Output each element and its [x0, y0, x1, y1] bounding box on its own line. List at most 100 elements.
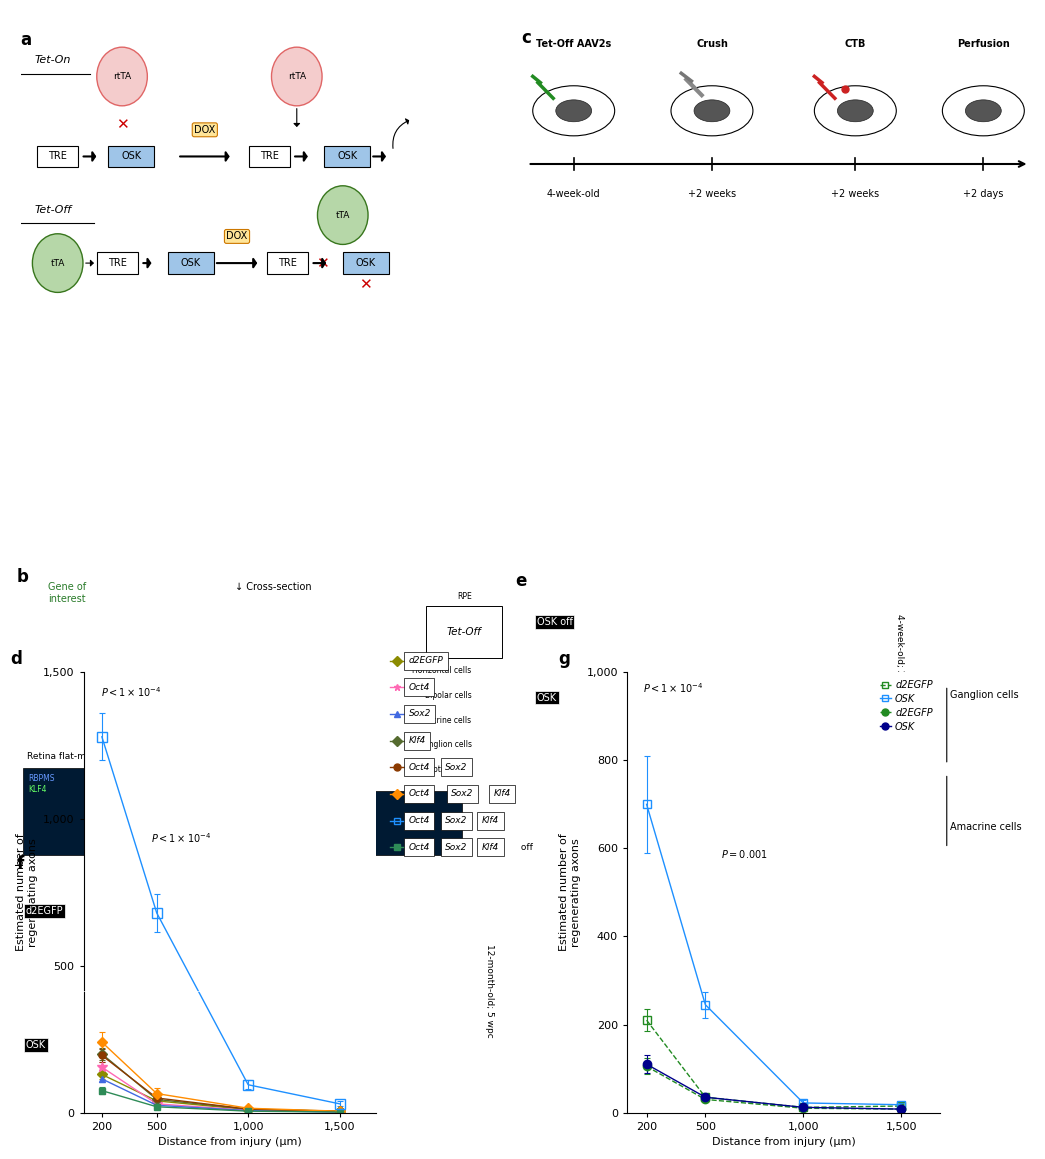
FancyBboxPatch shape [37, 146, 78, 167]
X-axis label: Distance from injury (μm): Distance from injury (μm) [158, 1137, 302, 1147]
Text: ↓ Cross-section: ↓ Cross-section [235, 582, 312, 592]
Text: Ganglion cells: Ganglion cells [418, 741, 471, 749]
Text: +: + [445, 789, 452, 799]
Y-axis label: Estimated number of
regenerating axons: Estimated number of regenerating axons [559, 833, 581, 952]
Circle shape [814, 86, 897, 136]
Text: +2 days: +2 days [963, 189, 1003, 199]
Text: OSK: OSK [355, 258, 376, 268]
Y-axis label: Estimated number of
regenerating axons: Estimated number of regenerating axons [16, 833, 38, 952]
Text: TRE: TRE [278, 258, 297, 268]
Text: d2EGFP: d2EGFP [409, 656, 443, 665]
Text: Amacrine cells: Amacrine cells [950, 822, 1022, 832]
Circle shape [556, 100, 591, 122]
Circle shape [32, 234, 83, 292]
Text: g: g [558, 650, 570, 669]
Text: f: f [17, 854, 24, 873]
Text: Tet-On: Tet-On [34, 56, 71, 66]
FancyBboxPatch shape [97, 253, 138, 274]
Text: Bipolar cells: Bipolar cells [424, 691, 471, 700]
Text: TRE: TRE [48, 152, 67, 161]
Text: Perfusion: Perfusion [957, 39, 1009, 49]
Text: Oct4: Oct4 [409, 843, 429, 852]
Text: 4-week-old: 4-week-old [547, 189, 601, 199]
Text: KLF4: KLF4 [28, 786, 46, 794]
FancyBboxPatch shape [324, 146, 370, 167]
Text: d: d [10, 650, 22, 669]
Text: RBPMS: RBPMS [28, 774, 54, 782]
Text: Sox2: Sox2 [451, 789, 473, 799]
Text: ✕: ✕ [116, 117, 129, 132]
Text: Klf4: Klf4 [493, 789, 511, 799]
Text: rtTA: rtTA [287, 72, 306, 81]
Text: RPE: RPE [457, 592, 471, 602]
FancyBboxPatch shape [168, 253, 214, 274]
Circle shape [97, 48, 147, 105]
Text: Rods: Rods [452, 617, 471, 626]
Text: e: e [515, 571, 527, 590]
Text: RBPMS: RBPMS [198, 800, 225, 809]
Text: 4-week-old; 2 wpc: 4-week-old; 2 wpc [896, 613, 904, 697]
Text: $P = 0.001$: $P = 0.001$ [721, 848, 768, 860]
Text: Tet-Off AAV2s: Tet-Off AAV2s [536, 39, 611, 49]
FancyBboxPatch shape [343, 253, 389, 274]
Text: c: c [521, 29, 531, 48]
Text: $P < 1 \times 10^{-4}$: $P < 1 \times 10^{-4}$ [101, 685, 161, 699]
Text: Sox2: Sox2 [445, 763, 467, 772]
Text: Amacrine cells: Amacrine cells [415, 715, 471, 724]
Text: Klf4: Klf4 [409, 736, 426, 745]
Text: Sox2: Sox2 [445, 843, 467, 852]
FancyBboxPatch shape [249, 146, 289, 167]
Text: Oct4: Oct4 [409, 789, 429, 799]
Text: OSK: OSK [338, 152, 357, 161]
Text: Sox2: Sox2 [409, 709, 431, 719]
Text: $P < 1 \times 10^{-4}$: $P < 1 \times 10^{-4}$ [643, 681, 703, 695]
Text: +2 weeks: +2 weeks [831, 189, 880, 199]
Text: Oct4: Oct4 [409, 683, 429, 692]
FancyBboxPatch shape [23, 767, 184, 855]
Circle shape [272, 48, 322, 105]
Text: Ganglion cells: Ganglion cells [950, 690, 1019, 700]
Text: Tet-Off: Tet-Off [446, 627, 482, 637]
FancyBboxPatch shape [266, 253, 308, 274]
Circle shape [671, 86, 752, 136]
Text: DOX: DOX [227, 232, 248, 241]
Text: d2EGFP: d2EGFP [25, 906, 63, 916]
Text: +: + [488, 789, 495, 799]
Circle shape [837, 100, 874, 122]
Text: Klf4: Klf4 [482, 816, 500, 825]
Text: b: b [17, 568, 28, 586]
Text: Retina flat-mount: Retina flat-mount [27, 752, 107, 760]
Text: Sox2: Sox2 [445, 816, 467, 825]
Circle shape [966, 100, 1001, 122]
Text: Cones: Cones [448, 642, 471, 650]
Text: Optic nerve: Optic nerve [427, 765, 471, 774]
Text: Oct4: Oct4 [409, 816, 429, 825]
Text: OSK: OSK [181, 258, 201, 268]
Legend: d2EGFP, OSK, d2EGFP, OSK: d2EGFP, OSK, d2EGFP, OSK [877, 677, 935, 735]
FancyBboxPatch shape [109, 146, 155, 167]
FancyBboxPatch shape [191, 790, 462, 855]
Text: ✕: ✕ [359, 277, 372, 292]
Text: KLF4: KLF4 [198, 811, 216, 821]
Circle shape [694, 100, 729, 122]
Text: Crush: Crush [696, 39, 728, 49]
Text: 12-month-old; 5 wpc: 12-month-old; 5 wpc [485, 945, 494, 1037]
Text: ✕: ✕ [316, 256, 328, 270]
Text: OSK: OSK [25, 1040, 46, 1050]
Text: OSK: OSK [536, 692, 557, 702]
Text: Gene of
interest: Gene of interest [48, 582, 86, 604]
Text: off: off [518, 843, 533, 852]
Text: +2 weeks: +2 weeks [688, 189, 736, 199]
Text: Horizontal cells: Horizontal cells [413, 666, 471, 676]
Text: $P < 1 \times 10^{-4}$: $P < 1 \times 10^{-4}$ [150, 831, 211, 845]
Text: tTA: tTA [50, 258, 65, 268]
X-axis label: Distance from injury (μm): Distance from injury (μm) [712, 1137, 856, 1147]
Text: Klf4: Klf4 [482, 843, 500, 852]
Text: OSK: OSK [121, 152, 141, 161]
Text: Oct4: Oct4 [409, 763, 429, 772]
Text: TRE: TRE [260, 152, 279, 161]
Text: tTA: tTA [335, 211, 350, 219]
Circle shape [533, 86, 614, 136]
Circle shape [318, 185, 368, 245]
Circle shape [943, 86, 1024, 136]
